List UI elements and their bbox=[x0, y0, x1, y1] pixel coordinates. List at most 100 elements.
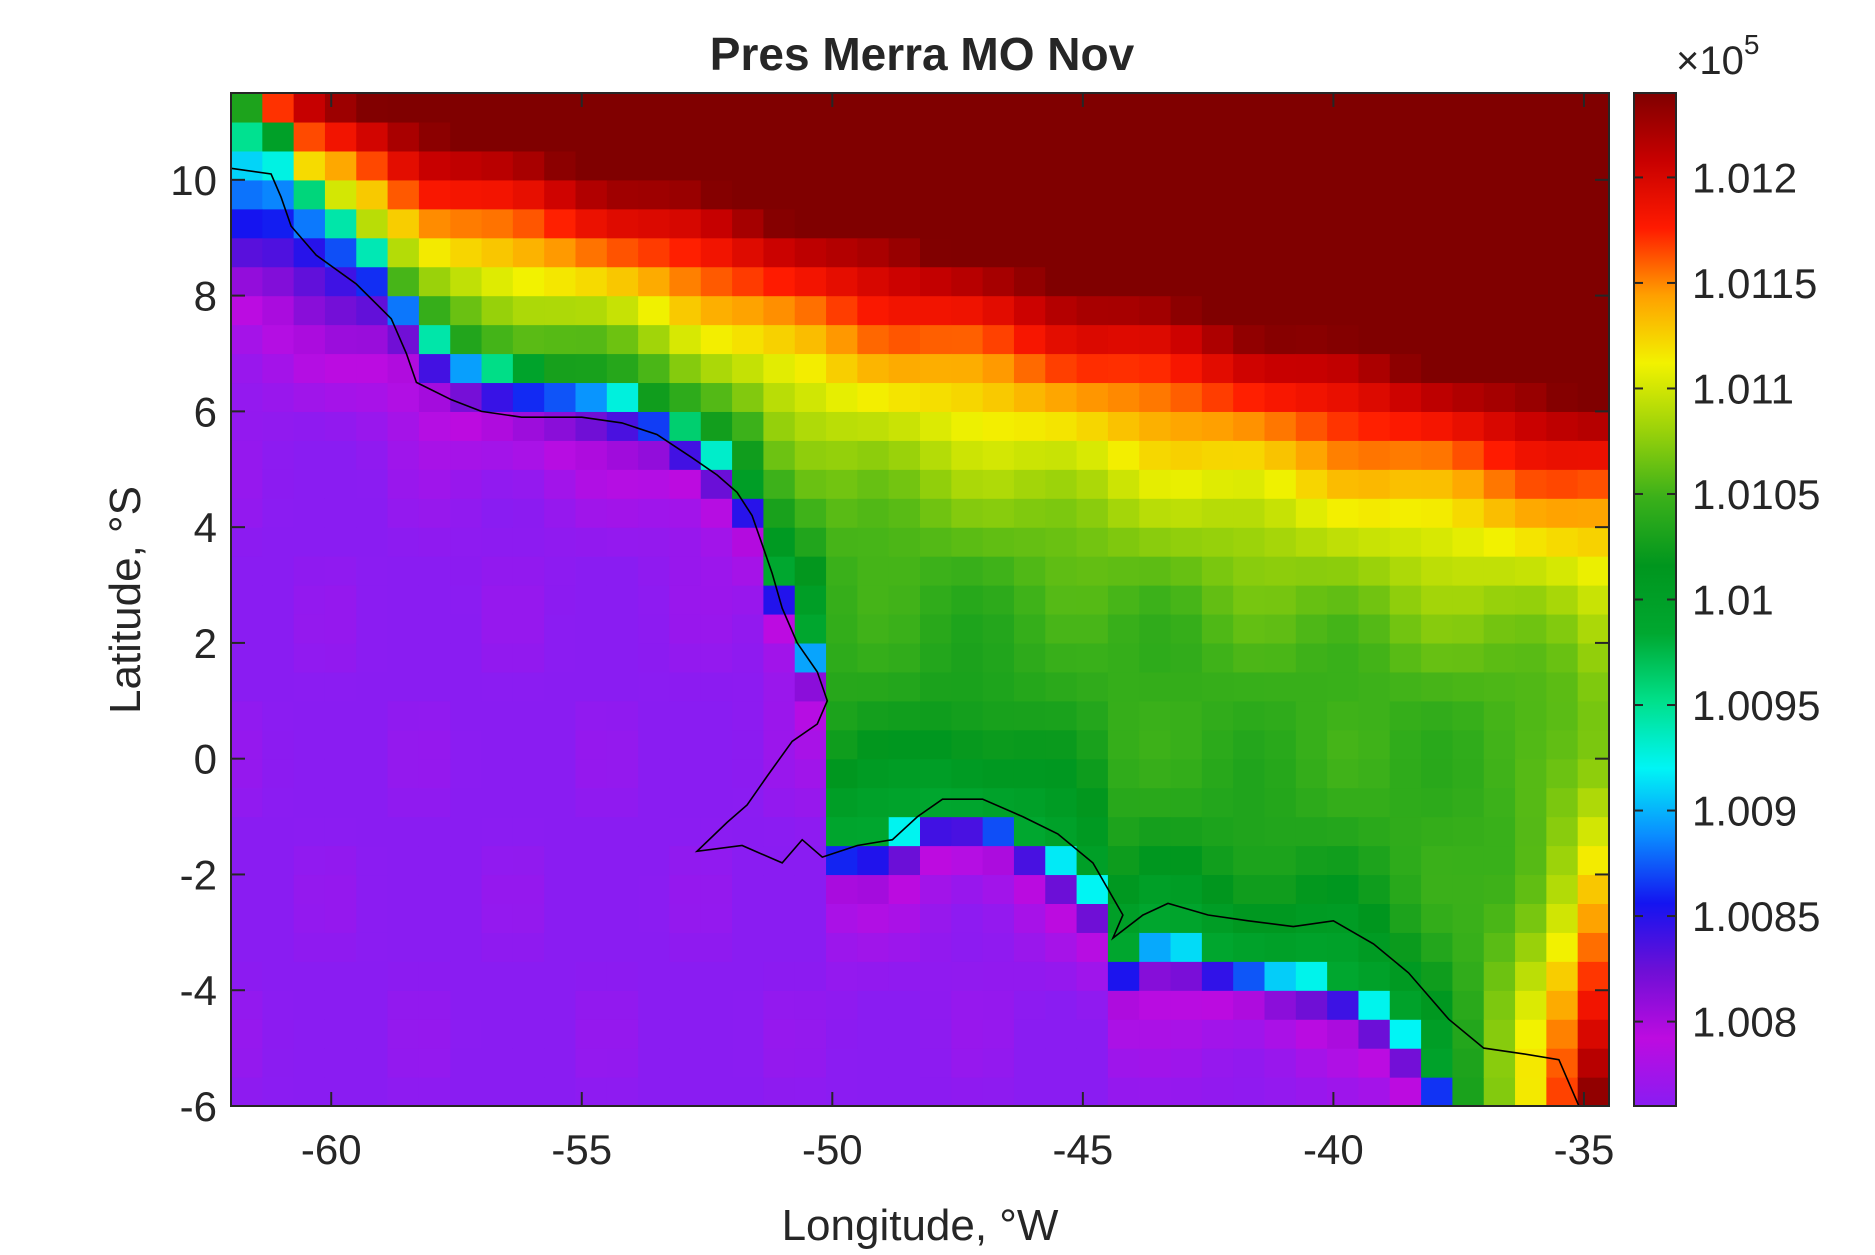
heatmap-cell bbox=[231, 990, 263, 1020]
heatmap-cell bbox=[1546, 874, 1579, 904]
heatmap-cell bbox=[575, 787, 608, 818]
heatmap-cell bbox=[669, 874, 702, 904]
heatmap-cell bbox=[1045, 932, 1078, 962]
heatmap-cell bbox=[1577, 382, 1610, 412]
heatmap bbox=[231, 93, 1610, 1107]
heatmap-cell bbox=[1045, 179, 1078, 210]
heatmap-cell bbox=[1515, 382, 1547, 412]
heatmap-cell bbox=[732, 121, 765, 152]
heatmap-cell bbox=[450, 1019, 483, 1049]
heatmap-cell bbox=[920, 585, 952, 615]
heatmap-cell bbox=[1327, 208, 1360, 239]
heatmap-cell bbox=[1045, 874, 1078, 904]
heatmap-cell bbox=[669, 179, 702, 210]
heatmap-cell bbox=[1358, 613, 1391, 644]
heatmap-cell bbox=[450, 179, 483, 210]
heatmap-cell bbox=[951, 903, 984, 933]
heatmap-cell bbox=[951, 527, 984, 557]
heatmap-cell bbox=[1139, 150, 1172, 181]
heatmap-cell bbox=[231, 700, 263, 731]
heatmap-cell bbox=[1233, 469, 1266, 499]
heatmap-cell bbox=[1170, 642, 1203, 673]
heatmap-cell bbox=[1076, 903, 1109, 933]
heatmap-cell bbox=[606, 816, 639, 847]
heatmap-cell bbox=[1389, 353, 1422, 384]
heatmap-cell bbox=[231, 903, 263, 933]
heatmap-cell bbox=[1139, 585, 1172, 615]
heatmap-cell bbox=[231, 1019, 263, 1049]
heatmap-cell bbox=[1358, 469, 1391, 499]
heatmap-cell bbox=[638, 469, 671, 499]
heatmap-cell bbox=[606, 585, 639, 615]
heatmap-cell bbox=[794, 440, 827, 470]
heatmap-cell bbox=[1452, 1048, 1485, 1078]
heatmap-cell bbox=[826, 932, 858, 962]
heatmap-cell bbox=[387, 411, 420, 441]
heatmap-cell bbox=[262, 1019, 295, 1049]
heatmap-cell bbox=[418, 585, 451, 615]
heatmap-cell bbox=[1515, 932, 1547, 962]
heatmap-cell bbox=[638, 845, 671, 876]
heatmap-cell bbox=[951, 1019, 984, 1049]
heatmap-cell bbox=[1327, 1019, 1360, 1049]
heatmap-cell bbox=[1452, 700, 1485, 731]
heatmap-cell bbox=[1389, 121, 1422, 152]
heatmap-cell bbox=[544, 903, 577, 933]
heatmap-cell bbox=[1264, 121, 1297, 152]
heatmap-cell bbox=[1389, 613, 1422, 644]
heatmap-cell bbox=[920, 527, 952, 557]
heatmap-cell bbox=[1577, 932, 1610, 962]
heatmap-cell bbox=[763, 237, 796, 268]
heatmap-cell bbox=[606, 179, 639, 210]
y-axis-label: Latitude, °S bbox=[101, 486, 150, 714]
heatmap-cell bbox=[857, 961, 890, 991]
heatmap-cell bbox=[544, 816, 577, 847]
heatmap-cell bbox=[1013, 613, 1046, 644]
heatmap-cell bbox=[794, 874, 827, 904]
heatmap-cell bbox=[450, 961, 483, 991]
heatmap-cell bbox=[512, 527, 545, 557]
heatmap-cell bbox=[669, 295, 702, 326]
heatmap-cell bbox=[1546, 961, 1579, 991]
heatmap-cell bbox=[1421, 585, 1454, 615]
heatmap-cell bbox=[1045, 208, 1078, 239]
heatmap-cell bbox=[1076, 990, 1109, 1020]
heatmap-cell bbox=[1421, 700, 1454, 731]
heatmap-cell bbox=[1452, 440, 1485, 470]
heatmap-cell bbox=[1515, 903, 1547, 933]
heatmap-cell bbox=[1139, 932, 1172, 962]
heatmap-cell bbox=[293, 353, 326, 384]
heatmap-cell bbox=[1452, 642, 1485, 673]
heatmap-cell bbox=[1170, 179, 1203, 210]
heatmap-cell bbox=[1107, 411, 1140, 441]
heatmap-cell bbox=[1076, 961, 1109, 991]
heatmap-cell bbox=[450, 208, 483, 239]
heatmap-cell bbox=[920, 642, 952, 673]
heatmap-cell bbox=[763, 295, 796, 326]
heatmap-cell bbox=[231, 585, 263, 615]
heatmap-cell bbox=[450, 266, 483, 297]
heatmap-cell bbox=[1577, 208, 1610, 239]
heatmap-cell bbox=[951, 295, 984, 326]
heatmap-cell bbox=[1421, 874, 1454, 904]
heatmap-cell bbox=[418, 295, 451, 326]
heatmap-cell bbox=[450, 150, 483, 181]
heatmap-cell bbox=[794, 498, 827, 528]
heatmap-cell bbox=[1327, 729, 1360, 760]
heatmap-cell bbox=[826, 1048, 858, 1078]
heatmap-cell bbox=[794, 700, 827, 731]
heatmap-cell bbox=[544, 671, 577, 702]
heatmap-cell bbox=[1107, 237, 1140, 268]
heatmap-cell bbox=[951, 324, 984, 355]
heatmap-cell bbox=[1170, 527, 1203, 557]
heatmap-cell bbox=[1170, 874, 1203, 904]
heatmap-cell bbox=[1452, 93, 1485, 123]
heatmap-cell bbox=[1577, 903, 1610, 933]
heatmap-cell bbox=[418, 700, 451, 731]
heatmap-cell bbox=[1170, 1077, 1203, 1107]
heatmap-cell bbox=[1045, 295, 1078, 326]
heatmap-cell bbox=[1452, 266, 1485, 297]
y-tick-label: -6 bbox=[180, 1083, 217, 1130]
heatmap-cell bbox=[1139, 700, 1172, 731]
